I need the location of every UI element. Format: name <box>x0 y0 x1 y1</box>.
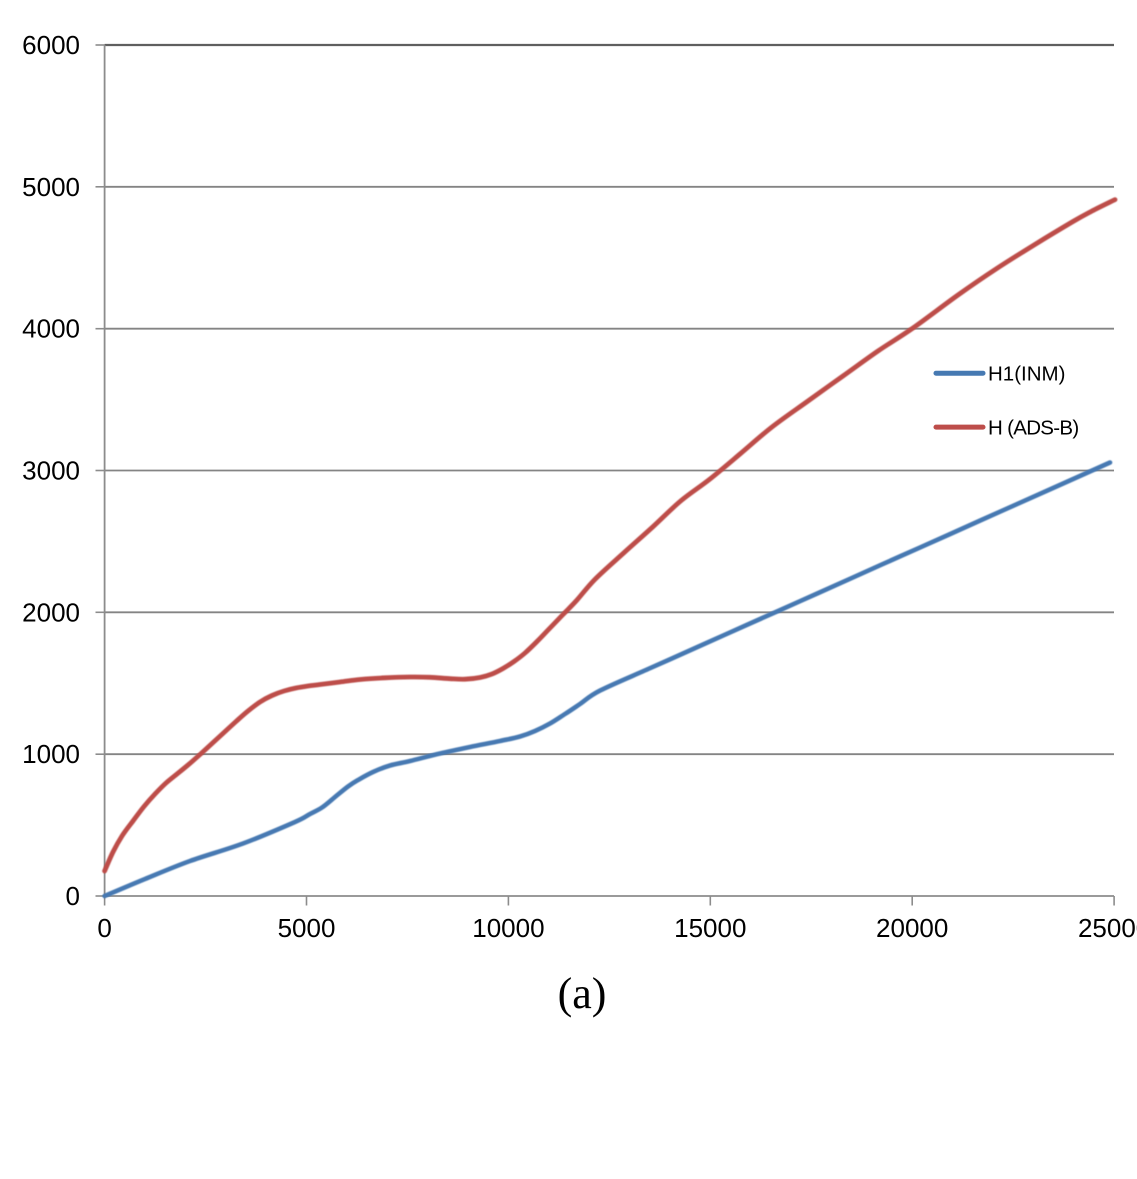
svg-text:25000: 25000 <box>1078 913 1137 943</box>
svg-text:5000: 5000 <box>278 913 336 943</box>
svg-text:2000: 2000 <box>22 597 80 627</box>
svg-text:H (ADS-B): H (ADS-B) <box>988 417 1079 440</box>
svg-text:3000: 3000 <box>22 456 80 486</box>
svg-text:4000: 4000 <box>22 314 80 344</box>
svg-text:0: 0 <box>66 881 80 911</box>
svg-text:15000: 15000 <box>674 913 746 943</box>
svg-text:0: 0 <box>97 913 111 943</box>
svg-text:10000: 10000 <box>472 913 544 943</box>
svg-text:1000: 1000 <box>22 739 80 769</box>
svg-text:5000: 5000 <box>22 172 80 202</box>
svg-text:6000: 6000 <box>22 30 80 60</box>
svg-text:H1(INM): H1(INM) <box>988 363 1065 386</box>
svg-text:20000: 20000 <box>876 913 948 943</box>
